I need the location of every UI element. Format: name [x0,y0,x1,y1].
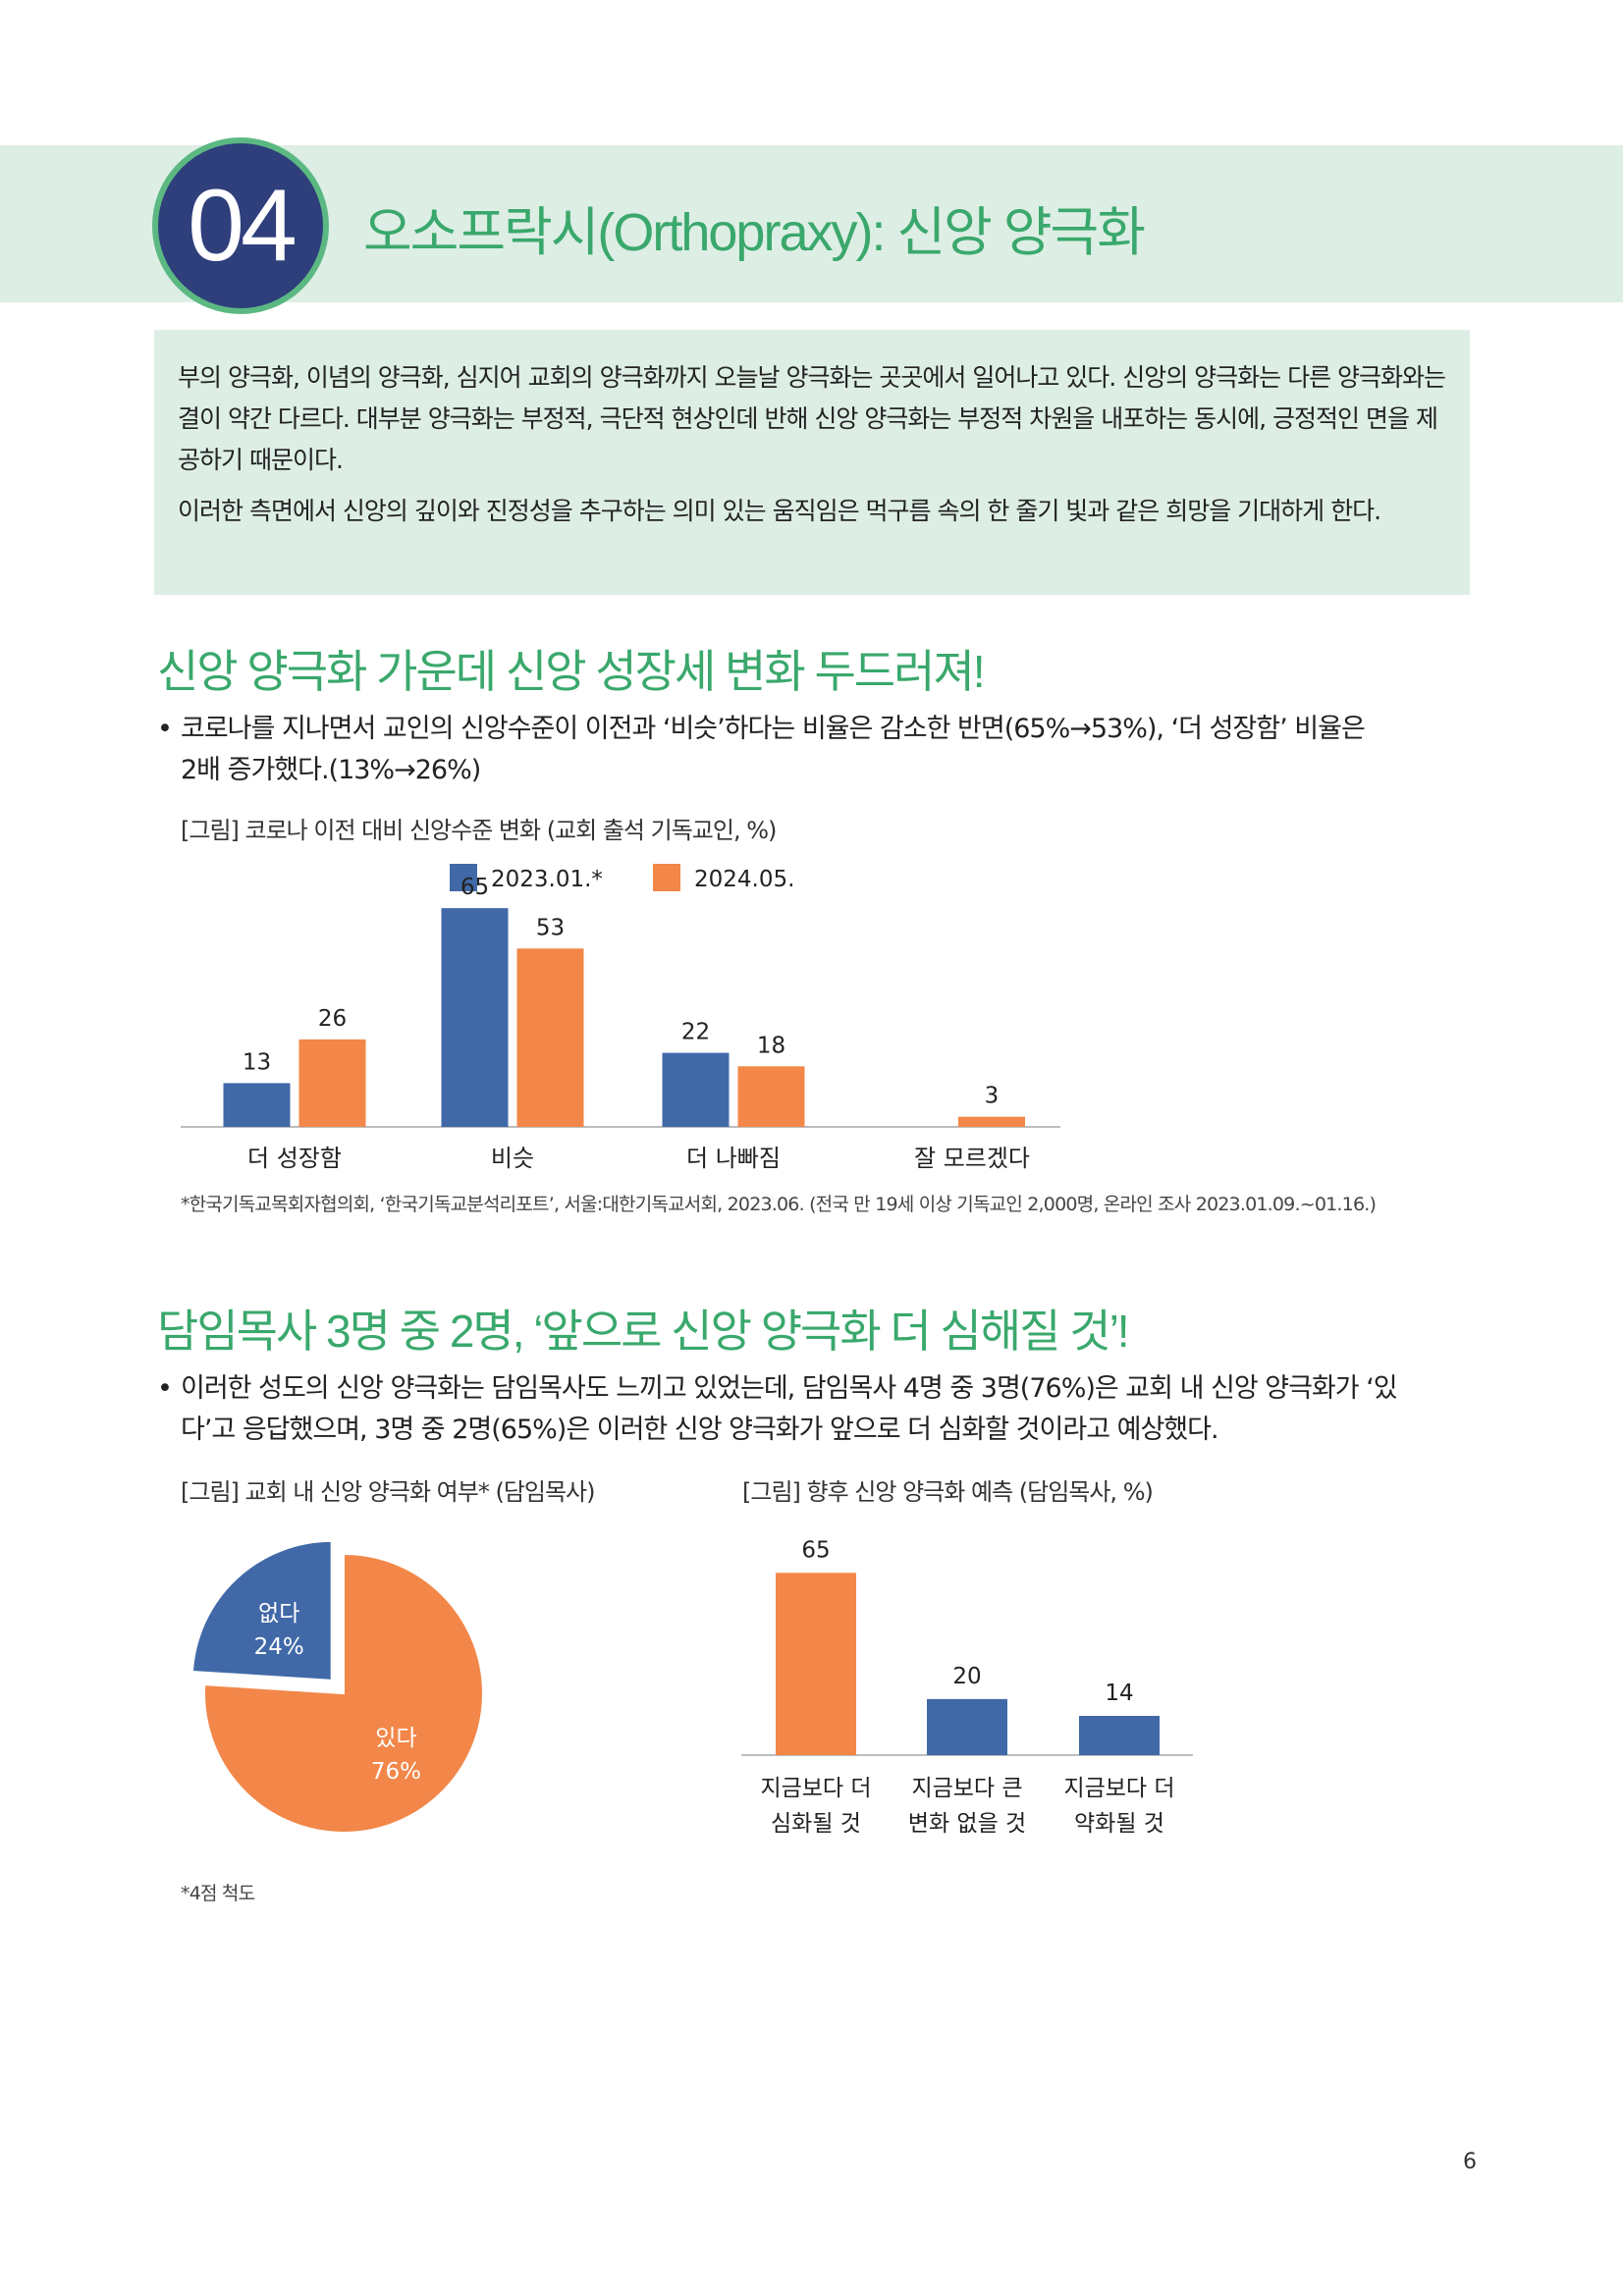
section2-bullet: • 이러한 성도의 신앙 양극화는 담임목사도 느끼고 있었는데, 담임목사 4… [157,1368,1477,1451]
section2-heading: 담임목사 3명 중 2명, ‘앞으로 신앙 양극화 더 심해질 것’! [157,1306,1130,1357]
bar-2-4 [958,1116,1025,1127]
bar-value-label: 18 [757,1033,785,1058]
x-tick-label: 지금보다 큰 [911,1776,1022,1801]
polarization-presence-pie-chart: 있다 76% 없다 24% [190,1539,484,1834]
x-tick-label: 비슷 [491,1145,534,1172]
bar-value-label: 65 [801,1537,830,1563]
bar-value-label: 3 [985,1084,1000,1109]
x-tick-label: 약화될 것 [1074,1811,1164,1837]
intro-paragraph-2: 이러한 측면에서 신앙의 깊이와 진정성을 추구하는 의미 있는 움직임은 먹구… [178,497,1381,525]
bar-value-label: 20 [952,1664,981,1689]
pie-slice-label: 있다 [375,1726,416,1751]
bar-value-label: 26 [318,1006,347,1032]
figure-caption-faith-change: [그림] 코로나 이전 대비 신앙수준 변화 (교회 출석 기독교인, %) [181,817,777,844]
intro-box: 부의 양극화, 이념의 양극화, 심지어 교회의 양극화까지 오늘날 양극화는 … [154,330,1470,595]
pie-slice-2 [190,1539,333,1682]
section2-bullet-line-2: 다’고 응답했으며, 3명 중 2명(65%)은 이러한 신앙 양극화가 앞으로… [181,1415,1219,1445]
section1-bullet-line-1: 코로나를 지나면서 교인의 신앙수준이 이전과 ‘비슷’하다는 비율은 감소한 … [181,714,1366,744]
figure-caption-polarization-presence: [그림] 교회 내 신앙 양극화 여부* (담임목사) [181,1478,596,1506]
section-number-badge: 04 [152,137,329,314]
bar-1-2 [441,908,509,1127]
section2-bullet-line-1: 이러한 성도의 신앙 양극화는 담임목사도 느끼고 있었는데, 담임목사 4명 … [181,1373,1398,1404]
intro-paragraph-1: 부의 양극화, 이념의 양극화, 심지어 교회의 양극화까지 오늘날 양극화는 … [178,363,1446,474]
source-note: *한국기독교목회자협의회, ‘한국기독교분석리포트’, 서울:대한기독교서회, … [181,1194,1377,1215]
bar-1 [776,1573,856,1755]
bar-2-3 [737,1066,805,1127]
bar-3 [1079,1716,1160,1755]
legend-swatch-1 [450,864,477,891]
x-tick-label: 지금보다 더 [760,1776,871,1801]
section1-bullet-line-2: 2배 증가했다.(13%→26%) [181,755,481,785]
legend-swatch-2 [653,864,680,891]
section-number: 04 [188,169,298,283]
x-tick-label: 잘 모르겠다 [914,1145,1030,1172]
pie-slice-value: 24% [254,1634,304,1660]
x-tick-label: 더 성장함 [247,1145,342,1172]
section1-bullet: • 코로나를 지나면서 교인의 신앙수준이 이전과 ‘비슷’하다는 비율은 감소… [157,709,1477,791]
x-tick-label: 심화될 것 [771,1811,861,1837]
bar-1-1 [223,1083,291,1127]
legend-label-1: 2023.01.* [491,867,603,892]
bar-value-label: 14 [1105,1681,1133,1706]
x-tick-label: 변화 없을 것 [908,1811,1026,1837]
x-tick-label: 더 나빠짐 [686,1145,781,1172]
bar-value-label: 13 [243,1049,271,1075]
legend-label-2: 2024.05. [694,867,794,892]
page-number: 6 [1463,2150,1477,2174]
bar-value-label: 22 [681,1020,710,1045]
bar-2-1 [298,1039,366,1127]
figure-caption-polarization-forecast: [그림] 향후 신앙 양극화 예측 (담임목사, %) [742,1478,1154,1506]
pie-slice-1 [203,1552,484,1834]
bar-value-label: 65 [460,875,489,900]
pie-slice-label: 없다 [258,1601,299,1627]
x-tick-label: 지금보다 더 [1063,1776,1174,1801]
bar-1-3 [662,1052,730,1127]
scale-note: *4점 척도 [181,1883,255,1904]
section1-heading: 신앙 양극화 가운데 신앙 성장세 변화 두드러져! [157,646,986,697]
bullet-dot: • [157,1373,173,1404]
bar-value-label: 53 [536,915,565,940]
bar-2 [927,1698,1007,1755]
bullet-dot: • [157,714,173,744]
section-title: 오소프락시(Orthopraxy): 신앙 양극화 [363,203,1146,262]
pie-slice-value: 76% [371,1759,421,1785]
faith-change-bar-chart: 2023.01.* 2024.05. 13 26 더 성장함 65 53 비슷 22 18 더 나빠… [181,864,1060,1172]
bar-2-2 [516,948,584,1127]
